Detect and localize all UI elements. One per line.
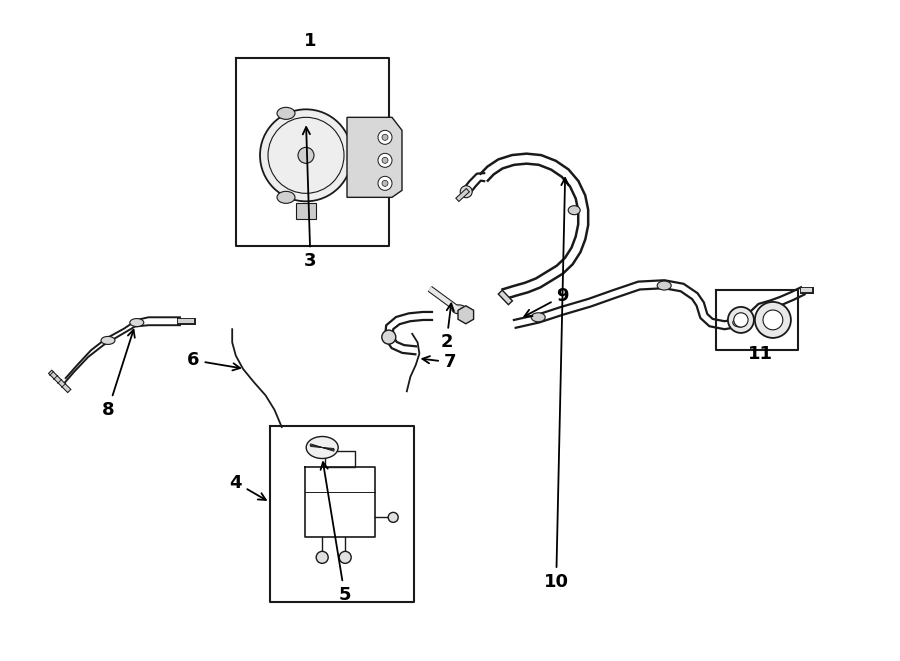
Text: 3: 3 bbox=[302, 127, 317, 270]
Circle shape bbox=[382, 330, 396, 344]
Circle shape bbox=[382, 180, 388, 186]
Polygon shape bbox=[458, 306, 473, 324]
Text: 8: 8 bbox=[102, 330, 135, 419]
Ellipse shape bbox=[733, 318, 747, 327]
Ellipse shape bbox=[452, 305, 466, 314]
Polygon shape bbox=[347, 118, 402, 198]
Text: 9: 9 bbox=[525, 287, 569, 317]
Text: 4: 4 bbox=[230, 473, 266, 500]
Text: 6: 6 bbox=[187, 351, 240, 370]
Circle shape bbox=[382, 134, 388, 140]
Circle shape bbox=[316, 551, 328, 563]
Text: 5: 5 bbox=[320, 462, 351, 604]
Text: 2: 2 bbox=[440, 303, 454, 352]
Ellipse shape bbox=[568, 206, 580, 215]
Circle shape bbox=[378, 130, 392, 144]
Ellipse shape bbox=[531, 313, 545, 322]
Ellipse shape bbox=[277, 191, 295, 204]
Circle shape bbox=[378, 176, 392, 190]
Ellipse shape bbox=[130, 319, 144, 327]
Polygon shape bbox=[296, 204, 316, 219]
Circle shape bbox=[763, 310, 783, 330]
Ellipse shape bbox=[101, 336, 115, 344]
Circle shape bbox=[382, 157, 388, 163]
Ellipse shape bbox=[277, 107, 295, 120]
Ellipse shape bbox=[657, 281, 671, 290]
Circle shape bbox=[339, 551, 351, 563]
Circle shape bbox=[260, 109, 352, 202]
Circle shape bbox=[298, 147, 314, 163]
Circle shape bbox=[755, 302, 791, 338]
Text: 1: 1 bbox=[304, 32, 317, 50]
Circle shape bbox=[378, 153, 392, 167]
Circle shape bbox=[388, 512, 398, 522]
Text: 7: 7 bbox=[422, 353, 456, 371]
Circle shape bbox=[734, 313, 748, 327]
Text: 11: 11 bbox=[748, 344, 773, 363]
Ellipse shape bbox=[306, 436, 338, 459]
Circle shape bbox=[728, 307, 754, 333]
Circle shape bbox=[460, 186, 473, 198]
Text: 10: 10 bbox=[544, 178, 569, 591]
